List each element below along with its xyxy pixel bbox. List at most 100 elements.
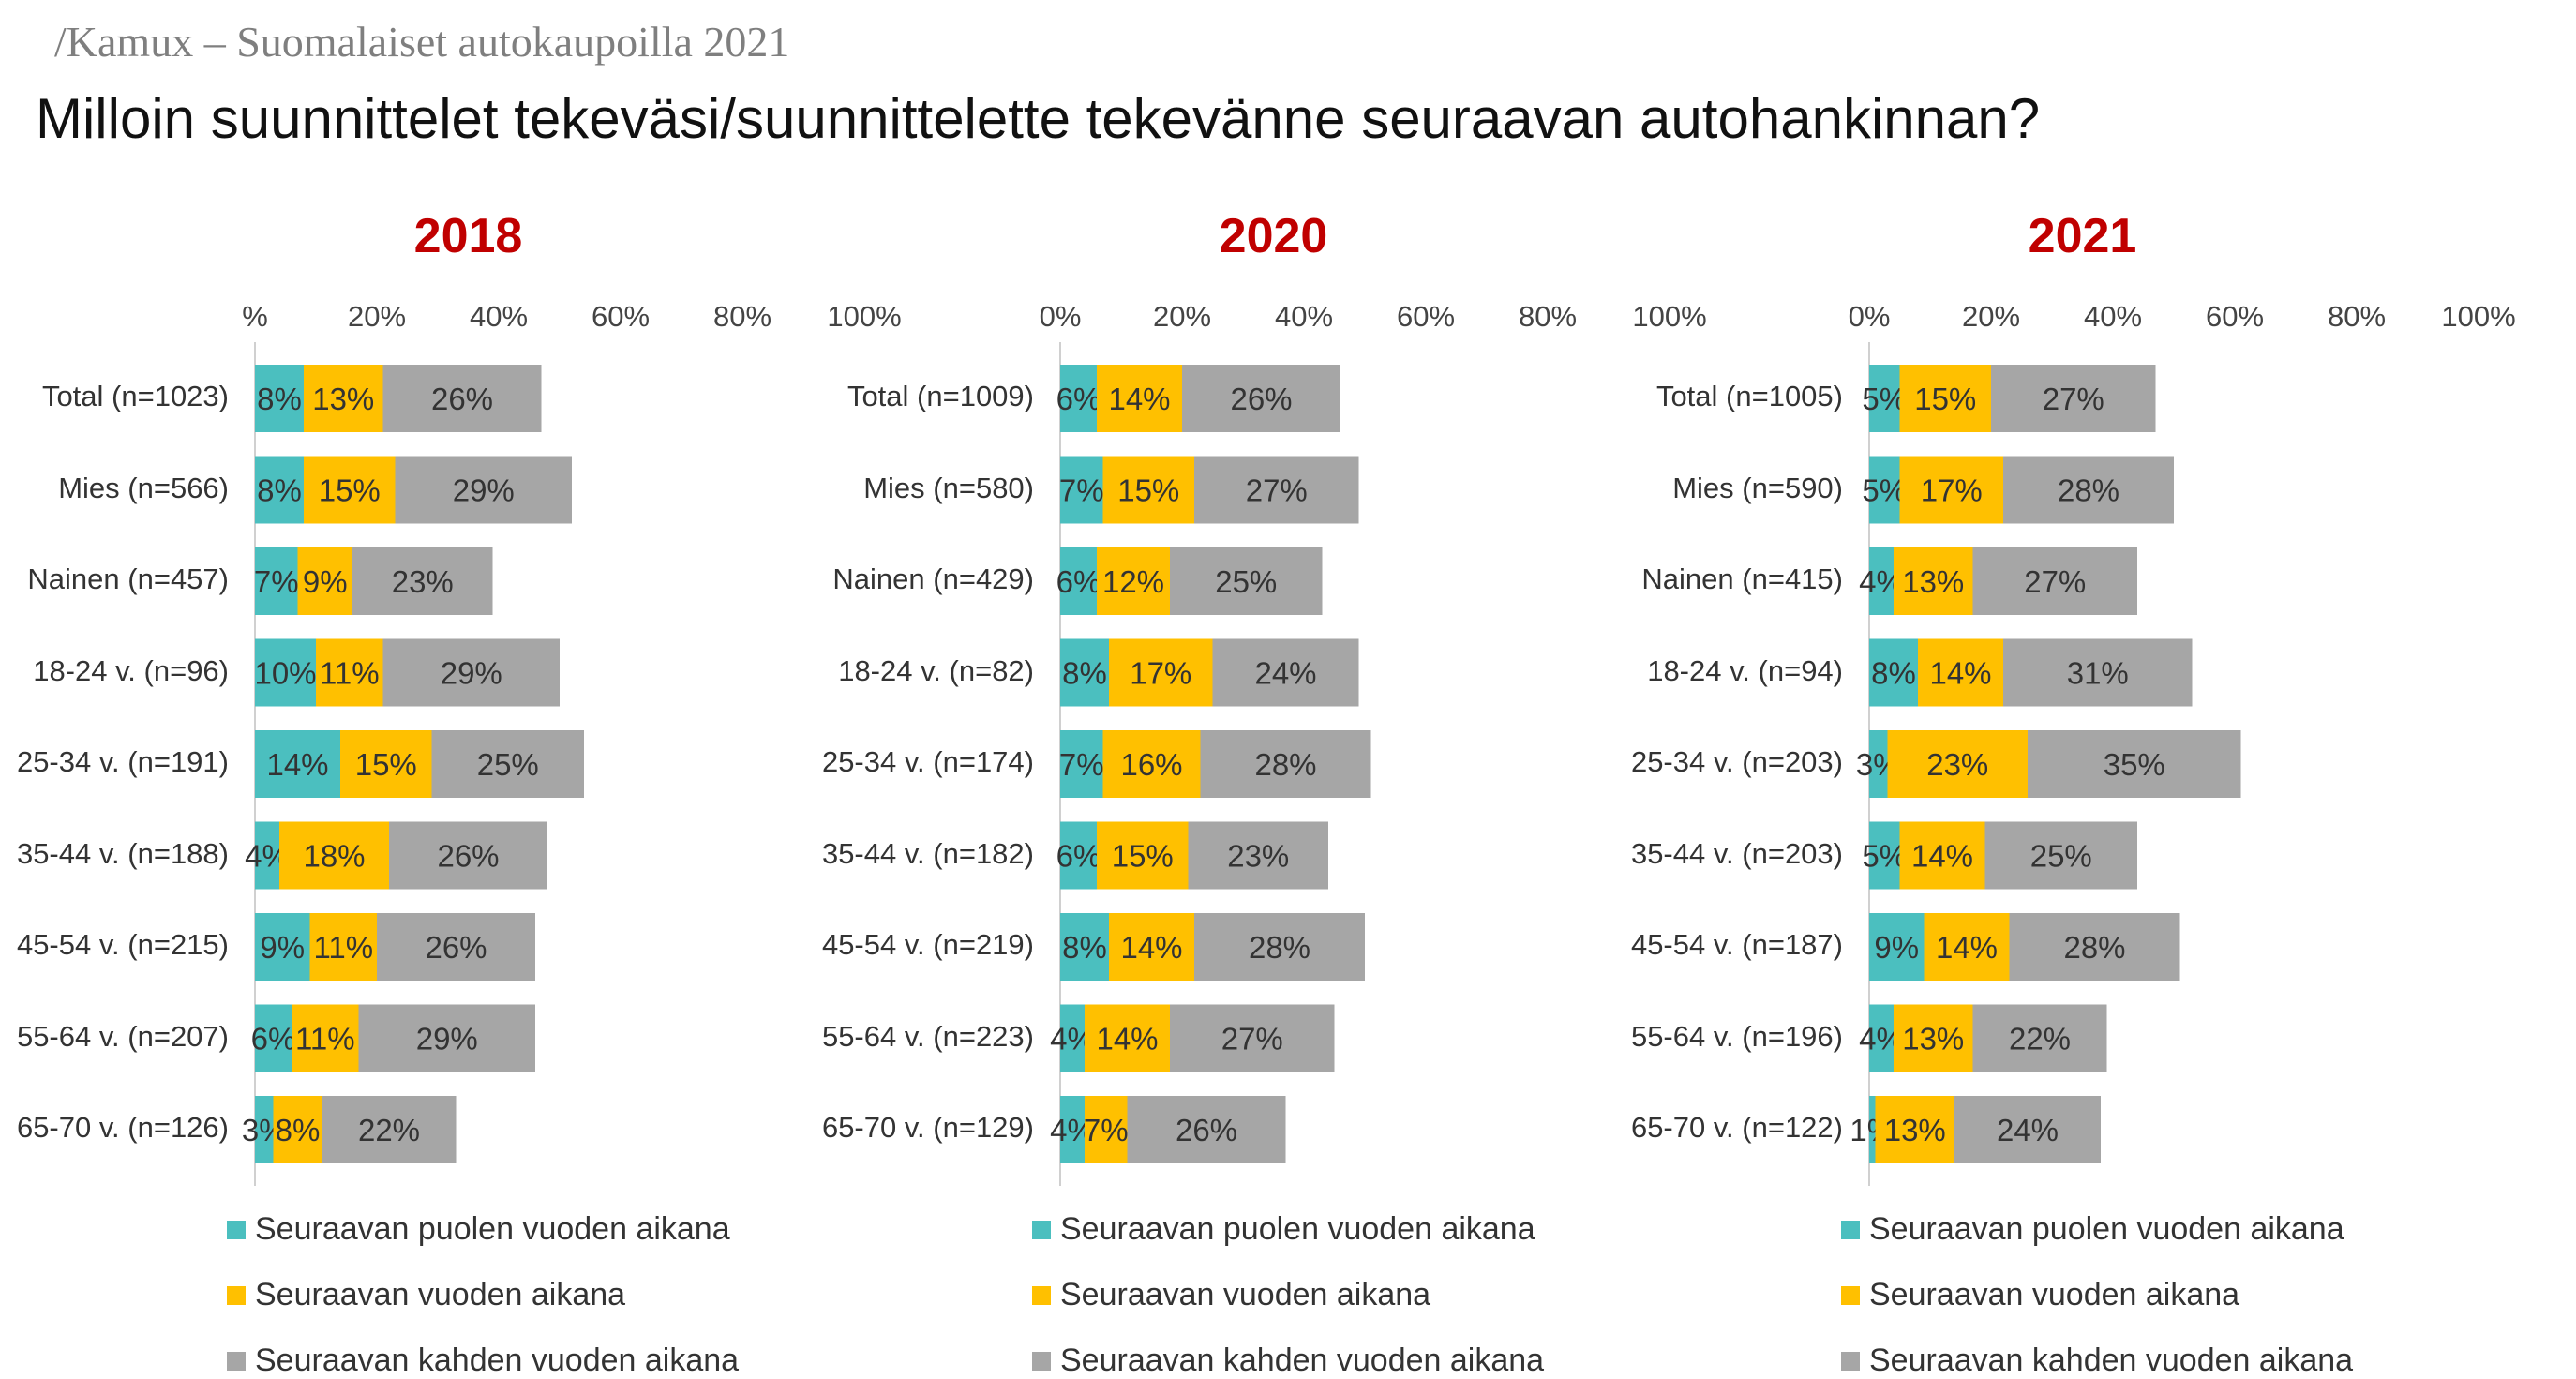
x-tick-label: 100% bbox=[2441, 300, 2516, 333]
legend-swatch bbox=[1032, 1220, 1051, 1239]
legend-swatch bbox=[1841, 1285, 1860, 1305]
data-label: 15% bbox=[1914, 382, 1976, 416]
legend-item: Seuraavan vuoden aikana bbox=[1841, 1277, 2239, 1313]
x-tick-label: 60% bbox=[2205, 300, 2265, 333]
category-label: 35-44 v. (n=182) bbox=[821, 836, 1034, 870]
bar-segment bbox=[352, 547, 493, 615]
bar-segment bbox=[279, 821, 389, 890]
data-label: 14% bbox=[1096, 1022, 1158, 1057]
category-label: 35-44 v. (n=188) bbox=[16, 836, 229, 870]
bar-segment bbox=[1170, 1004, 1335, 1072]
category-label: Mies (n=590) bbox=[1672, 471, 1843, 504]
data-label: 28% bbox=[2058, 473, 2119, 508]
x-tick-label: 100% bbox=[827, 300, 902, 333]
data-label: 25% bbox=[1215, 564, 1277, 599]
data-label: 12% bbox=[1102, 564, 1164, 599]
data-label: 27% bbox=[1221, 1022, 1283, 1057]
data-label: 15% bbox=[1112, 839, 1174, 874]
data-label: 7% bbox=[1059, 747, 1104, 782]
data-label: 17% bbox=[1130, 656, 1191, 691]
bar-segment bbox=[1899, 456, 2003, 524]
x-tick-label: 100% bbox=[1632, 300, 1707, 333]
bar-segment bbox=[1869, 821, 1900, 890]
bar-segment bbox=[1060, 547, 1097, 615]
data-label: 7% bbox=[254, 564, 299, 599]
data-label: 23% bbox=[392, 564, 454, 599]
legend-label: Seuraavan puolen vuoden aikana bbox=[1869, 1211, 2344, 1247]
data-label: 15% bbox=[1117, 473, 1179, 508]
bar-segment bbox=[304, 456, 396, 524]
data-label: 28% bbox=[2063, 930, 2125, 965]
bar-segment bbox=[1109, 913, 1194, 981]
data-label: 17% bbox=[1921, 473, 1983, 508]
bar-segment bbox=[255, 456, 304, 524]
bar-segment bbox=[1894, 547, 1973, 615]
bar-segment bbox=[1060, 1096, 1085, 1163]
bar-segment bbox=[1200, 730, 1371, 798]
legend-item: Seuraavan puolen vuoden aikana bbox=[227, 1211, 730, 1248]
data-label: 16% bbox=[1120, 747, 1182, 782]
data-label: 10% bbox=[254, 656, 316, 691]
legend-item: Seuraavan kahden vuoden aikana bbox=[1032, 1342, 1544, 1379]
bar-segment bbox=[1060, 730, 1103, 798]
data-label: 5% bbox=[1862, 382, 1907, 416]
bar-segment bbox=[1869, 913, 1925, 981]
category-label: 55-64 v. (n=223) bbox=[821, 1019, 1034, 1053]
bar-segment bbox=[1085, 1004, 1170, 1072]
x-tick-label: 60% bbox=[1396, 300, 1456, 333]
bar-segment bbox=[255, 730, 340, 798]
bar-segment bbox=[1194, 456, 1359, 524]
data-label: 14% bbox=[266, 747, 328, 782]
data-label: 15% bbox=[355, 747, 417, 782]
data-label: 22% bbox=[2009, 1022, 2071, 1057]
data-label: 15% bbox=[319, 473, 381, 508]
data-label: 4% bbox=[1050, 1113, 1095, 1147]
bar-segment bbox=[1991, 365, 2156, 432]
legend-label: Seuraavan kahden vuoden aikana bbox=[255, 1342, 740, 1378]
legend-item: Seuraavan vuoden aikana bbox=[227, 1277, 625, 1313]
legend-label: Seuraavan vuoden aikana bbox=[1869, 1277, 2240, 1312]
bar-segment bbox=[255, 638, 316, 707]
legend-label: Seuraavan puolen vuoden aikana bbox=[1060, 1211, 1535, 1247]
x-tick-label: 0% bbox=[1848, 300, 1891, 333]
bar-segment bbox=[389, 821, 547, 890]
bar-segment bbox=[1972, 1004, 2107, 1072]
category-label: 25-34 v. (n=174) bbox=[821, 745, 1034, 778]
bar-segment bbox=[1918, 638, 2003, 707]
bar-segment bbox=[1212, 638, 1359, 707]
data-label: 29% bbox=[441, 656, 502, 691]
bar-segment bbox=[1060, 456, 1103, 524]
bar-segment bbox=[1869, 365, 1900, 432]
legend-swatch bbox=[227, 1351, 246, 1371]
data-label: 29% bbox=[416, 1022, 478, 1057]
data-label: 24% bbox=[1254, 656, 1316, 691]
data-label: 14% bbox=[1108, 382, 1170, 416]
data-label: 11% bbox=[313, 930, 373, 965]
bar-segment bbox=[292, 1004, 359, 1072]
bar-segment bbox=[382, 638, 560, 707]
bar-segment bbox=[431, 730, 584, 798]
category-label: Nainen (n=457) bbox=[27, 562, 229, 595]
category-label: Total (n=1005) bbox=[1655, 380, 1843, 412]
bar-segment bbox=[255, 1096, 274, 1163]
bar-segment bbox=[1954, 1096, 2101, 1163]
category-label: 55-64 v. (n=207) bbox=[16, 1019, 229, 1053]
data-label: 7% bbox=[1084, 1113, 1129, 1147]
data-label: 27% bbox=[2024, 564, 2086, 599]
category-label: 18-24 v. (n=96) bbox=[33, 653, 229, 687]
data-label: 8% bbox=[257, 382, 302, 416]
bar-segment bbox=[1869, 730, 1888, 798]
data-label: 28% bbox=[1254, 747, 1316, 782]
category-label: Total (n=1023) bbox=[41, 380, 229, 412]
x-tick-label: 20% bbox=[1152, 300, 1212, 333]
data-label: 6% bbox=[1056, 839, 1101, 874]
data-label: 8% bbox=[257, 473, 302, 508]
bar-segment bbox=[382, 365, 542, 432]
data-label: 23% bbox=[1227, 839, 1289, 874]
bar-segment bbox=[1060, 1004, 1085, 1072]
data-label: 18% bbox=[303, 839, 365, 874]
